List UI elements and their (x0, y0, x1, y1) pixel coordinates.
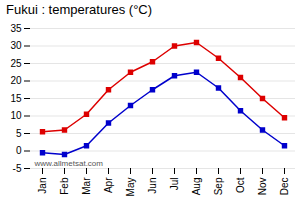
svg-text:Nov: Nov (257, 178, 268, 196)
svg-text:Mar: Mar (81, 177, 92, 195)
svg-text:Dec: Dec (279, 178, 290, 196)
svg-text:Jul: Jul (169, 178, 180, 191)
svg-text:10: 10 (10, 110, 22, 121)
svg-text:Jun: Jun (147, 178, 158, 194)
html-text:Fukui : temperatures (°C): Fukui : temperatures (°C) (6, 2, 153, 17)
svg-text:5: 5 (16, 128, 22, 139)
svg-text:May: May (125, 178, 136, 197)
svg-text:15: 15 (10, 93, 22, 104)
svg-text:30: 30 (10, 40, 22, 51)
svg-text:Oct: Oct (235, 177, 246, 193)
svg-text:Aug: Aug (191, 178, 202, 196)
svg-text:25: 25 (10, 58, 22, 69)
svg-text:20: 20 (10, 75, 22, 86)
svg-text:Apr: Apr (103, 177, 114, 193)
svg-text:35: 35 (10, 23, 22, 34)
svg-text:Feb: Feb (59, 177, 70, 195)
svg-text:Jan: Jan (37, 178, 48, 194)
svg-text:-5: -5 (13, 163, 22, 174)
svg-text:www.allmetsat.com: www.allmetsat.com (34, 159, 104, 168)
svg-text:0: 0 (16, 145, 22, 156)
svg-text:Sep: Sep (213, 177, 224, 195)
